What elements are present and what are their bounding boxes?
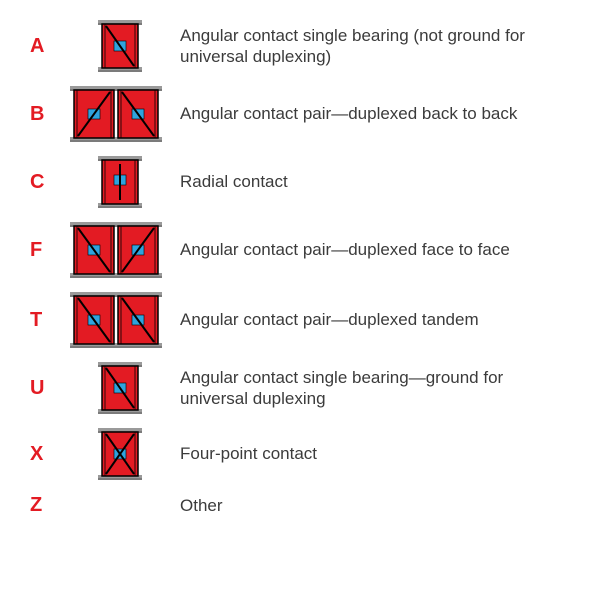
bearing-icon-pair-dt	[70, 292, 180, 348]
description: Four-point contact	[180, 443, 570, 464]
description: Angular contact single bearing (not grou…	[180, 25, 570, 68]
bearing-row-F: F Angular contact pair—duplexed face to …	[30, 222, 570, 278]
code-label: X	[30, 443, 70, 466]
code-label: T	[30, 309, 70, 332]
bearing-row-U: U Angular contact single bearing—ground …	[30, 362, 570, 414]
bearing-icon-fourpoint	[70, 428, 180, 480]
bearing-row-X: X Four-point contact	[30, 428, 570, 480]
code-label: C	[30, 171, 70, 194]
description: Angular contact pair—duplexed tandem	[180, 309, 570, 330]
bearing-icon-radial	[70, 156, 180, 208]
bearing-row-B: B Angular contact pair—duplexed back to …	[30, 86, 570, 142]
description: Angular contact pair—duplexed face to fa…	[180, 239, 570, 260]
code-label: U	[30, 377, 70, 400]
description: Other	[180, 495, 570, 516]
bearing-icon-pair-db	[70, 86, 180, 142]
code-label: Z	[30, 494, 70, 517]
bearing-row-Z: Z Other	[30, 494, 570, 517]
code-label: A	[30, 35, 70, 58]
bearing-icon-angular-single-u	[70, 362, 180, 414]
description: Radial contact	[180, 171, 570, 192]
bearing-icon-pair-df	[70, 222, 180, 278]
bearing-row-A: A Angular contact single bearing (not gr…	[30, 20, 570, 72]
description: Angular contact single bearing—ground fo…	[180, 367, 570, 410]
code-label: F	[30, 239, 70, 262]
bearing-row-T: T Angular contact pair—duplexed tandem	[30, 292, 570, 348]
bearing-row-C: C Radial contact	[30, 156, 570, 208]
code-label: B	[30, 103, 70, 126]
bearing-icon-angular-single	[70, 20, 180, 72]
description: Angular contact pair—duplexed back to ba…	[180, 103, 570, 124]
